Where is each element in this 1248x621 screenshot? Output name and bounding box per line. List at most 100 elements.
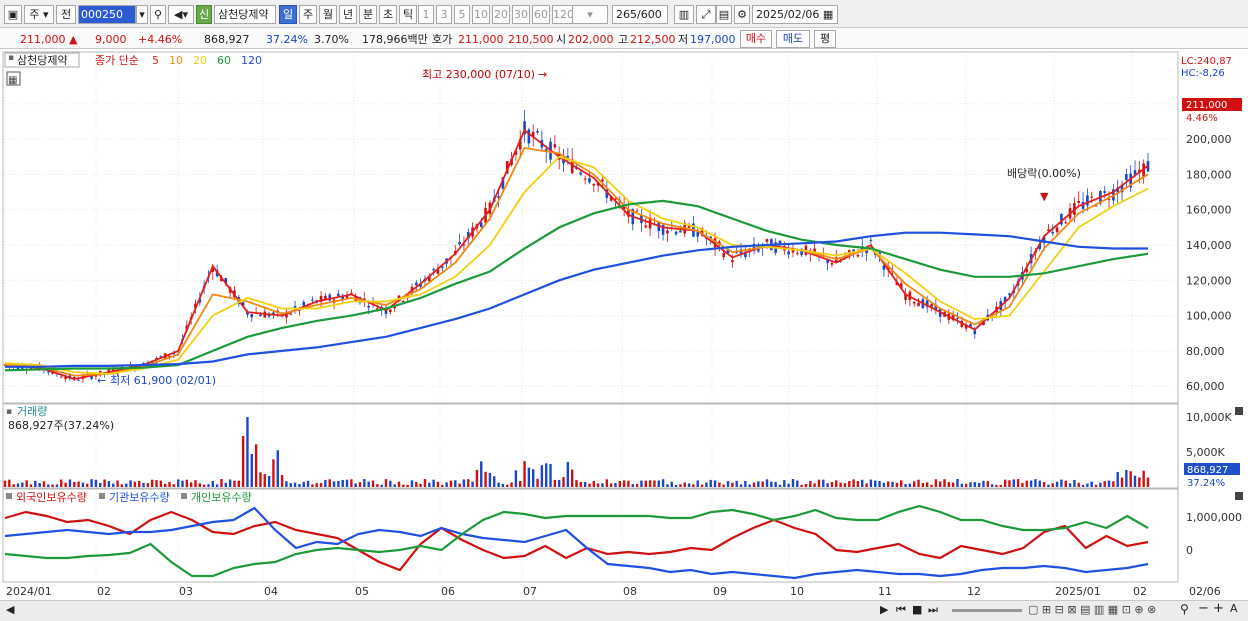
last-bar-icon[interactable]: ⏭ xyxy=(928,603,938,616)
scroll-left-icon[interactable]: ◀ xyxy=(6,603,15,616)
stop-icon[interactable]: ■ xyxy=(912,603,923,616)
interval-input[interactable]: ▾ xyxy=(572,5,608,24)
volume-bar xyxy=(1068,483,1072,487)
scroll-right-icon[interactable]: ▶ xyxy=(880,603,889,616)
volume-bar xyxy=(402,484,405,487)
price-tick-5: 120,000 xyxy=(1186,274,1232,287)
volume-bar xyxy=(64,482,67,487)
interval-button-1[interactable]: 1 xyxy=(418,5,434,24)
zoom-out-icon[interactable]: − xyxy=(1198,601,1209,616)
sell-button[interactable]: 매도 xyxy=(776,30,810,48)
volume-panel-close-icon[interactable] xyxy=(1235,407,1243,415)
zoom-slider[interactable] xyxy=(952,609,1022,612)
candle-type-icon[interactable]: ▥ xyxy=(674,5,694,24)
scroll-bar[interactable]: ◀ ▶ ⏮ ■ ⏭ ▢ ⊞ ⊟ ⊠ ▤ ▥ ▦ ⊡ ⊕ ⊗ ⚲ − + A xyxy=(0,600,1248,621)
volume-bar xyxy=(81,482,85,487)
volume-bar xyxy=(874,480,877,487)
prev-mode-button[interactable]: 전 xyxy=(56,5,76,24)
current-change-tag-label: 4.46% xyxy=(1186,113,1218,124)
volume-bar xyxy=(189,482,193,487)
holding-panel-close-icon[interactable] xyxy=(1235,492,1243,500)
ma-legend-120[interactable]: 120 xyxy=(241,54,262,67)
draw-tool-icon[interactable]: ⤢ xyxy=(696,5,716,24)
chart-tools-icons[interactable]: ▢ ⊞ ⊟ ⊠ ▤ ▥ ▦ ⊡ ⊕ ⊗ xyxy=(1028,603,1157,616)
window-menu-icon[interactable]: ▣ xyxy=(4,5,22,24)
volume-bar xyxy=(787,483,790,487)
stock-chart[interactable]: 220,000200,000180,000160,000140,000120,0… xyxy=(0,50,1248,601)
candle-body xyxy=(440,266,444,268)
high-note: 최고 230,000 (07/10) xyxy=(422,68,535,81)
sound-icon[interactable]: ◀▾ xyxy=(168,5,194,24)
save-icon[interactable]: ▤ xyxy=(716,5,732,24)
interval-button-10[interactable]: 10 xyxy=(472,5,490,24)
market-select[interactable]: 주 ▾ xyxy=(24,5,54,24)
ma-legend-20[interactable]: 20 xyxy=(193,54,207,67)
candle-body xyxy=(796,253,799,255)
candle-body xyxy=(562,158,565,164)
ma-legend-5[interactable]: 5 xyxy=(152,54,159,67)
candle-body xyxy=(1103,191,1107,193)
volume-bar xyxy=(536,478,539,487)
ma-legend-60[interactable]: 60 xyxy=(217,54,231,67)
holding-legend-2[interactable]: 개인보유수량 xyxy=(191,491,252,504)
low-note: 최저 61,900 (02/01) xyxy=(110,374,216,387)
grid-dot-icon: ▪ xyxy=(8,53,14,63)
volume-bar xyxy=(956,479,959,487)
date-field[interactable]: 2025/02/06 ▦ xyxy=(752,5,838,24)
calendar-icon[interactable]: ▦ xyxy=(822,8,834,21)
volume-bar xyxy=(454,480,457,487)
volume-bar xyxy=(1034,479,1037,487)
candle-body xyxy=(1090,196,1094,198)
volume-bar xyxy=(272,459,275,487)
x-label-4: 05 xyxy=(355,585,369,598)
buy-button[interactable]: 매수 xyxy=(740,30,772,48)
search-icon[interactable]: ⚲ xyxy=(150,5,166,24)
current-volume-pct: 37.24% xyxy=(1187,478,1225,489)
candle-body xyxy=(566,155,570,158)
trade-amount: 178,966백만 xyxy=(362,33,428,46)
candle-body xyxy=(389,309,392,313)
candle-body xyxy=(276,310,280,312)
period-button-2[interactable]: 월 xyxy=(319,5,337,24)
interval-button-60[interactable]: 60 xyxy=(532,5,550,24)
period-button-0[interactable]: 일 xyxy=(279,5,297,24)
interval-button-30[interactable]: 30 xyxy=(512,5,530,24)
code-dropdown-icon[interactable]: ▾ xyxy=(136,5,148,24)
interval-button-5[interactable]: 5 xyxy=(454,5,470,24)
table-toggle-icon[interactable] xyxy=(6,71,21,86)
candle-body xyxy=(479,222,483,227)
volume-bar xyxy=(497,482,500,487)
volume-bar xyxy=(852,479,855,487)
volume-bar xyxy=(220,479,223,487)
bar-count-field[interactable]: 265/600 xyxy=(612,5,668,24)
candle-body xyxy=(696,232,700,237)
ma-prefix: 종가 단순 xyxy=(95,54,139,67)
candle-body xyxy=(505,161,509,174)
period-button-6[interactable]: 틱 xyxy=(399,5,417,24)
period-button-5[interactable]: 초 xyxy=(379,5,397,24)
current-price: 211,000 ▲ xyxy=(20,33,78,46)
holding-legend-1[interactable]: 기관보유수량 xyxy=(109,491,170,504)
interval-button-3[interactable]: 3 xyxy=(436,5,452,24)
period-button-4[interactable]: 분 xyxy=(359,5,377,24)
gear-icon[interactable]: ⚙ xyxy=(734,5,750,24)
candle-body xyxy=(311,299,314,301)
holding-legend-0[interactable]: 외국인보유수량 xyxy=(16,491,87,504)
period-button-1[interactable]: 주 xyxy=(299,5,317,24)
eval-button[interactable]: 평 xyxy=(814,30,836,48)
volume-bar xyxy=(700,484,704,487)
ma-legend-10[interactable]: 10 xyxy=(169,54,183,67)
zoom-icon[interactable]: ⚲ xyxy=(1180,602,1189,616)
period-button-3[interactable]: 년 xyxy=(339,5,357,24)
price-tick-8: 60,000 xyxy=(1186,380,1225,393)
zoom-in-icon[interactable]: + xyxy=(1213,601,1224,616)
font-size-icon[interactable]: A xyxy=(1230,602,1238,615)
volume-bar xyxy=(657,480,660,487)
stock-code-input[interactable]: 000250 xyxy=(78,5,136,24)
volume-bar xyxy=(817,479,821,487)
open-price: 202,000 xyxy=(568,33,614,46)
interval-button-20[interactable]: 20 xyxy=(492,5,510,24)
first-bar-icon[interactable]: ⏮ xyxy=(896,603,906,616)
interval-button-120[interactable]: 120 xyxy=(552,5,574,24)
candle-body xyxy=(1125,174,1128,181)
